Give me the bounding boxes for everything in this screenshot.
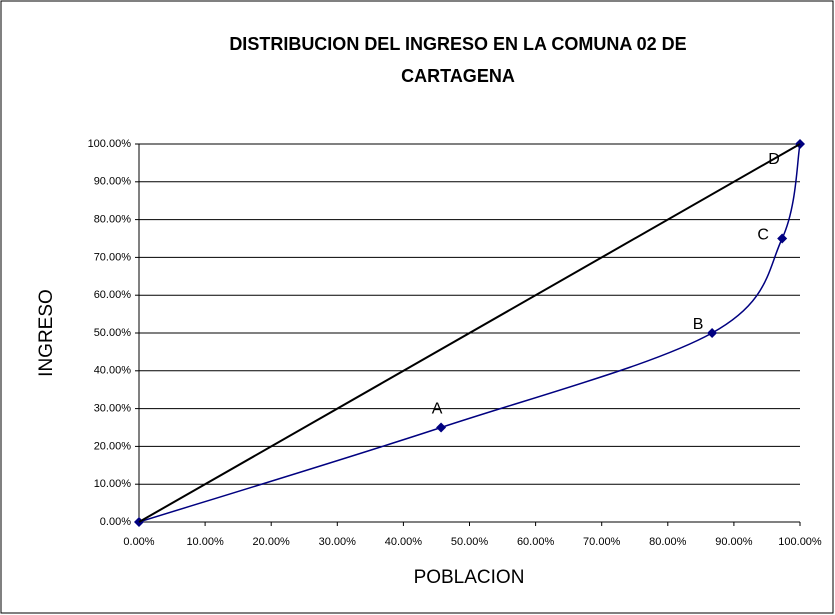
x-tick-label: 70.00%	[583, 536, 621, 548]
data-point	[436, 422, 447, 433]
x-tick-label: 30.00%	[319, 536, 357, 548]
x-tick-label: 60.00%	[517, 536, 555, 548]
x-tick-label: 0.00%	[123, 536, 154, 548]
y-tick-label: 0.00%	[100, 516, 131, 528]
x-tick-label: 10.00%	[186, 536, 224, 548]
x-tick-label: 50.00%	[451, 536, 489, 548]
x-tick-label: 40.00%	[385, 536, 423, 548]
y-tick-label: 20.00%	[94, 440, 132, 452]
point-label: A	[432, 401, 443, 418]
x-tick-label: 80.00%	[649, 536, 687, 548]
series-line	[138, 143, 801, 523]
y-tick-label: 60.00%	[94, 289, 132, 301]
data-point	[707, 328, 718, 338]
x-tick-label: 100.00%	[778, 536, 822, 548]
y-tick-label: 90.00%	[94, 176, 132, 188]
point-label: C	[757, 227, 769, 244]
x-tick-label: 90.00%	[715, 536, 753, 548]
y-tick-label: 30.00%	[94, 403, 132, 415]
y-tick-label: 10.00%	[94, 478, 132, 490]
y-tick-label: 70.00%	[94, 251, 132, 263]
point-label: B	[693, 316, 704, 333]
x-tick-label: 20.00%	[253, 536, 291, 548]
data-point	[777, 233, 788, 244]
x-axis-label: POBLACION	[414, 567, 525, 588]
y-tick-label: 40.00%	[94, 365, 132, 377]
y-tick-label: 50.00%	[94, 327, 132, 339]
y-axis-label: INGRESO	[36, 289, 57, 377]
y-tick-label: 80.00%	[94, 214, 132, 226]
chart-title: DISTRIBUCION DEL INGRESO EN LA COMUNA 02…	[229, 34, 686, 86]
y-tick-label: 100.00%	[88, 138, 132, 150]
